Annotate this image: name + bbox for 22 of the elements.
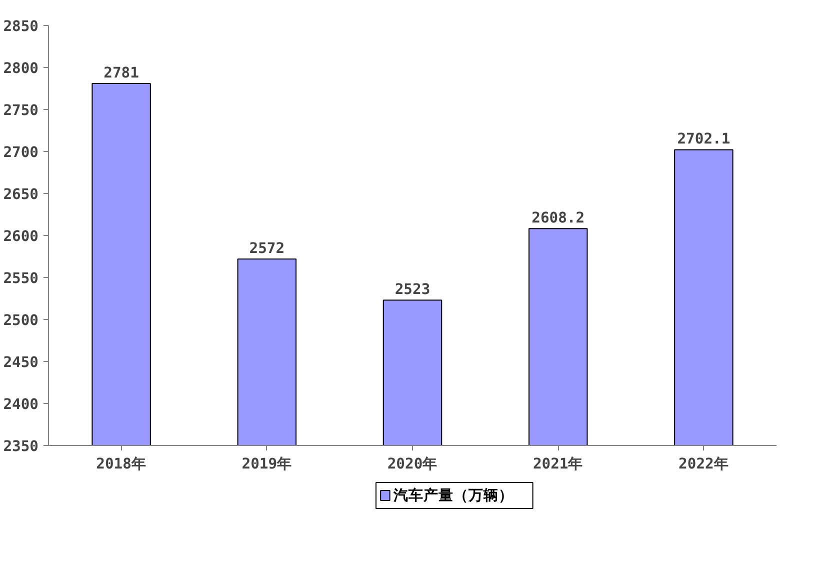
legend-label: 汽车产量（万辆）: [392, 486, 514, 504]
y-tick-label: 2700: [3, 144, 38, 161]
y-tick-label: 2800: [3, 60, 38, 77]
y-tick-label: 2350: [3, 438, 38, 455]
y-tick-label: 2600: [3, 228, 38, 245]
data-label: 2523: [394, 281, 430, 298]
x-tick-label: 2021年: [532, 456, 584, 472]
x-tick-label: 2019年: [242, 456, 292, 472]
y-tick-label: 2450: [3, 354, 38, 371]
data-label: 2572: [249, 240, 285, 258]
y-tick-label: 2650: [3, 186, 38, 203]
y-tick-label: 2400: [3, 396, 38, 413]
x-tick-label: 2018年: [96, 456, 146, 472]
y-tick-label: 2550: [3, 270, 38, 287]
data-label: 2608.2: [532, 210, 585, 227]
x-tick-label: 2022年: [678, 456, 729, 472]
data-label: 2781: [104, 64, 140, 82]
y-tick-label: 2500: [3, 312, 38, 329]
x-tick-label: 2020年: [387, 456, 438, 472]
y-tick-label: 2850: [3, 18, 38, 35]
y-tick-label: 2750: [3, 102, 38, 119]
data-label: 2702.1: [677, 130, 730, 148]
